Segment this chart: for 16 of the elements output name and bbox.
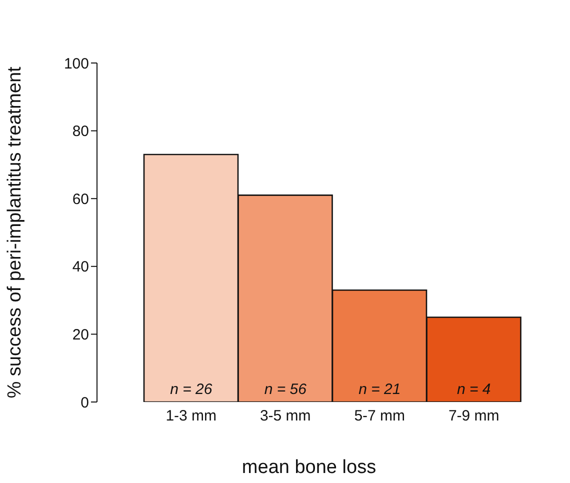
y-tick-label: 80 — [72, 123, 89, 140]
y-axis-title: % success of peri-implantitus treatment — [4, 66, 26, 398]
x-tick-label: 5-7 mm — [354, 408, 406, 425]
annotation: n = 4 — [456, 381, 491, 398]
y-tick-label: 60 — [72, 190, 89, 208]
y-tick-label: 20 — [72, 326, 89, 344]
annotation: n = 26 — [170, 381, 213, 398]
y-tick-label: 100 — [64, 55, 89, 72]
annotation: n = 56 — [264, 381, 308, 398]
x-axis-title: mean bone loss — [242, 457, 376, 478]
x-tick-label: 7-9 mm — [448, 408, 500, 425]
x-tick-label: 3-5 mm — [260, 408, 311, 425]
y-tick-label: 0 — [80, 394, 89, 412]
y-tick-label: 40 — [72, 258, 89, 276]
annotation: n = 21 — [358, 381, 401, 398]
x-tick-label: 1-3 mm — [166, 408, 217, 425]
